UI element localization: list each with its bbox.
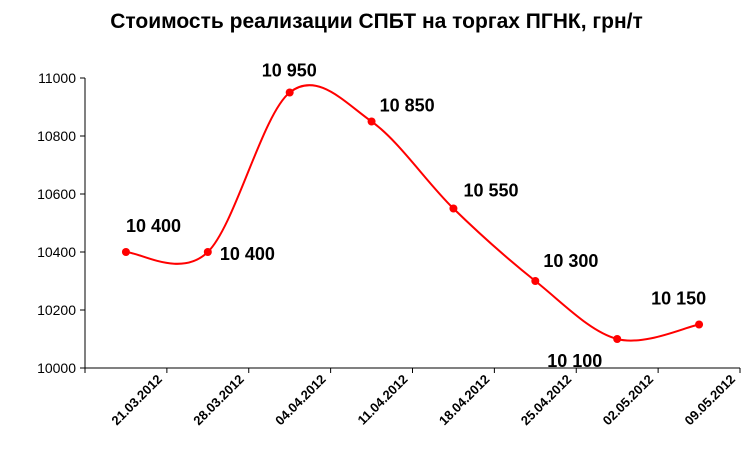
y-tick-label: 10400 (37, 244, 76, 260)
y-tick-label: 10600 (37, 186, 76, 202)
x-tick-label: 28.03.2012 (190, 372, 247, 429)
data-label: 10 950 (262, 61, 317, 81)
x-tick-label: 09.05.2012 (681, 372, 738, 429)
data-label: 10 400 (220, 244, 275, 264)
chart-title: Стоимость реализации СПБТ на торгах ПГНК… (110, 10, 643, 33)
y-tick-label: 10000 (37, 360, 76, 376)
y-tick-label: 11000 (38, 70, 76, 86)
data-point (121, 248, 130, 256)
x-tick-label: 18.04.2012 (436, 372, 493, 429)
data-point (367, 117, 376, 126)
x-tick-label: 02.05.2012 (600, 372, 657, 429)
data-point (695, 320, 704, 329)
y-tick-label: 10800 (37, 128, 76, 144)
x-tick-label: 11.04.2012 (355, 372, 411, 428)
x-tick-label: 04.04.2012 (272, 372, 329, 429)
data-label: 10 100 (547, 351, 602, 371)
x-tick-label: 21.03.2012 (108, 372, 165, 429)
y-tick-label: 10200 (37, 302, 76, 318)
data-label: 10 850 (380, 96, 435, 116)
data-point (613, 335, 622, 343)
series-line (125, 84, 700, 342)
data-point (449, 204, 458, 213)
data-label: 10 550 (463, 181, 518, 201)
data-label: 10 400 (126, 216, 181, 236)
data-label: 10 300 (543, 251, 598, 271)
x-tick-label: 25.04.2012 (518, 372, 575, 429)
data-point (203, 248, 212, 256)
data-point (531, 277, 540, 285)
data-point (285, 88, 294, 97)
data-label: 10 150 (651, 289, 706, 309)
